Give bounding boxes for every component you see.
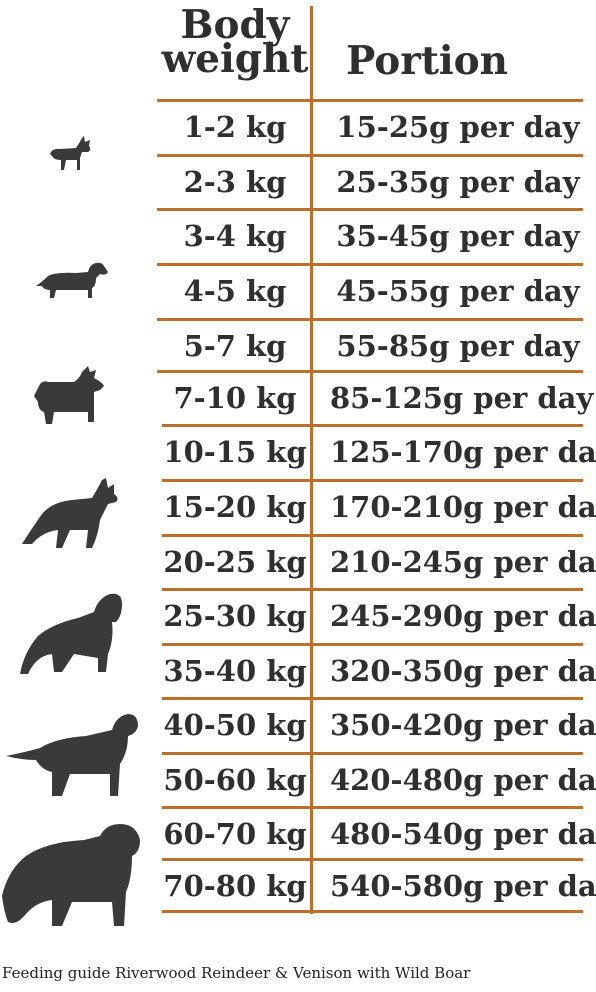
row-divider bbox=[157, 154, 583, 157]
header-body-weight-line1: Body bbox=[180, 2, 290, 48]
row-portion: 35-45g per day bbox=[336, 219, 580, 253]
scottish-terrier-icon bbox=[34, 366, 104, 424]
row-portion: 210-245g per day bbox=[330, 545, 596, 579]
row-divider bbox=[162, 588, 583, 591]
row-weight: 1-2 kg bbox=[183, 110, 287, 144]
row-portion: 245-290g per day bbox=[330, 599, 596, 633]
header-portion: Portion bbox=[346, 38, 509, 84]
row-weight: 25-30 kg bbox=[163, 599, 307, 633]
header-body-weight: Body weight bbox=[160, 2, 310, 82]
row-portion: 420-480g per day bbox=[330, 763, 596, 797]
row-portion: 480-540g per day bbox=[330, 817, 596, 851]
row-portion: 15-25g per day bbox=[336, 110, 580, 144]
caption: Feeding guide Riverwood Reindeer & Venis… bbox=[2, 964, 471, 982]
row-portion: 170-210g per day bbox=[330, 490, 596, 524]
row-divider bbox=[162, 424, 583, 427]
row-divider bbox=[157, 263, 583, 266]
row-weight: 5-7 kg bbox=[183, 329, 287, 363]
row-divider bbox=[162, 697, 583, 700]
row-portion: 320-350g per day bbox=[330, 654, 596, 688]
column-divider bbox=[310, 6, 313, 914]
row-divider bbox=[162, 752, 583, 755]
row-weight: 10-15 kg bbox=[163, 435, 307, 469]
row-divider bbox=[162, 858, 583, 861]
row-weight: 70-80 kg bbox=[163, 869, 307, 903]
row-weight: 50-60 kg bbox=[163, 763, 307, 797]
row-weight: 60-70 kg bbox=[163, 817, 307, 851]
labrador-icon bbox=[6, 714, 138, 796]
newfoundland-icon bbox=[2, 824, 140, 926]
dachshund-icon bbox=[36, 262, 108, 298]
row-divider bbox=[157, 208, 583, 211]
row-weight: 4-5 kg bbox=[183, 274, 287, 308]
row-weight: 15-20 kg bbox=[163, 490, 307, 524]
row-weight: 40-50 kg bbox=[163, 708, 307, 742]
row-weight: 35-40 kg bbox=[163, 654, 307, 688]
row-weight: 7-10 kg bbox=[173, 381, 297, 415]
row-divider bbox=[162, 806, 583, 809]
row-divider bbox=[162, 643, 583, 646]
row-portion: 45-55g per day bbox=[336, 274, 580, 308]
row-portion: 55-85g per day bbox=[336, 329, 580, 363]
husky-icon bbox=[22, 478, 118, 548]
row-weight: 20-25 kg bbox=[163, 545, 307, 579]
row-divider bbox=[157, 99, 583, 102]
row-divider bbox=[162, 910, 583, 913]
row-divider bbox=[162, 479, 583, 482]
row-portion: 125-170g per day bbox=[330, 435, 596, 469]
row-weight: 3-4 kg bbox=[183, 219, 287, 253]
row-divider bbox=[157, 318, 583, 321]
row-portion: 540-580g per day bbox=[330, 869, 596, 903]
row-portion: 25-35g per day bbox=[336, 165, 580, 199]
row-weight: 2-3 kg bbox=[183, 165, 287, 199]
dog-size-icons bbox=[2, 136, 140, 926]
row-portion: 350-420g per day bbox=[330, 708, 596, 742]
row-portion: 85-125g per day bbox=[330, 381, 594, 415]
spaniel-icon bbox=[20, 593, 122, 674]
chihuahua-icon bbox=[50, 136, 91, 170]
header-body-weight-line2: weight bbox=[161, 36, 309, 82]
row-divider bbox=[162, 534, 583, 537]
row-divider bbox=[157, 370, 583, 373]
